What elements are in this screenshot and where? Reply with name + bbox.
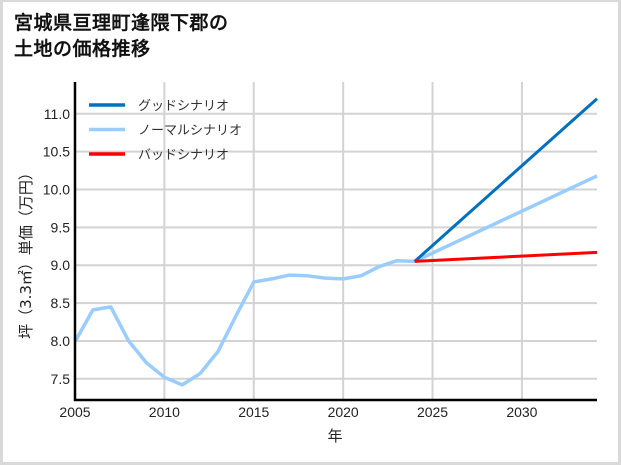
chart-title: 宮城県亘理町逢隈下郡の 土地の価格推移 — [14, 10, 229, 62]
legend-label: バッドシナリオ — [138, 148, 229, 163]
series-line-1 — [73, 174, 598, 387]
series-line-2 — [414, 250, 598, 263]
y-tick-label: 10.5 — [43, 144, 70, 160]
y-tick-label: 11.0 — [44, 106, 70, 122]
x-tick-label: 2020 — [328, 404, 359, 420]
x-tick-label: 2005 — [59, 404, 90, 420]
y-tick-label: 7.5 — [51, 371, 71, 387]
y-tick-label: 9.0 — [51, 257, 71, 273]
y-tick-label: 9.5 — [51, 219, 71, 235]
legend-label: グッドシナリオ — [138, 99, 229, 114]
y-tick-label: 10.0 — [43, 182, 70, 198]
data-series — [73, 97, 598, 387]
chart-title-line-1: 宮城県亘理町逢隈下郡の — [14, 12, 229, 34]
x-axis-label: 年 — [327, 427, 342, 445]
series-line-0 — [413, 97, 598, 263]
x-tick-label: 2030 — [506, 404, 537, 420]
x-tick-label: 2010 — [149, 404, 180, 420]
legend-label: ノーマルシナリオ — [138, 124, 242, 139]
axes — [73, 82, 597, 402]
y-tick-label: 8.5 — [51, 295, 71, 311]
y-tick-label: 8.0 — [51, 333, 71, 349]
grid-lines — [75, 82, 597, 400]
tick-labels: 7.5 8.0 8.5 9.0 9.5 10.0 10.5 11.0 2005 2010 2015 2… — [43, 106, 538, 420]
x-tick-label: 2025 — [417, 404, 448, 420]
y-axis-label: 坪（3.3㎡）単価（万円） — [17, 165, 35, 339]
x-tick-label: 2015 — [238, 404, 269, 420]
chart-title-line-2: 土地の価格推移 — [14, 38, 151, 60]
